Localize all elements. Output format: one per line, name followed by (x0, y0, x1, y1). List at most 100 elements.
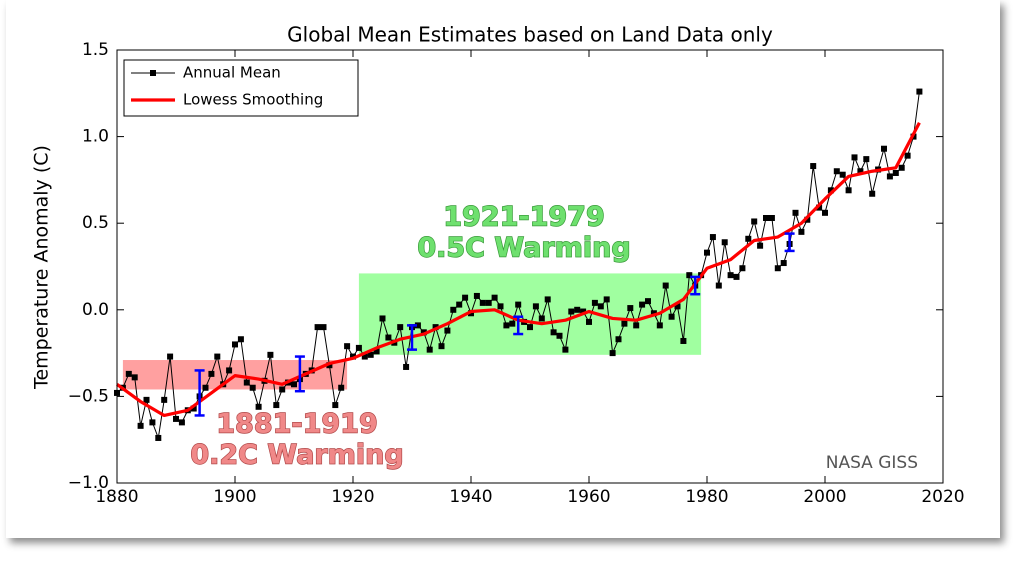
marker (780, 260, 787, 267)
marker (650, 310, 657, 317)
marker (727, 272, 734, 279)
marker (414, 322, 421, 329)
marker (550, 329, 557, 336)
marker (403, 363, 410, 370)
marker (804, 216, 811, 223)
marker (320, 324, 327, 331)
marker (751, 218, 758, 225)
marker (674, 303, 681, 310)
marker (273, 402, 280, 409)
marker (763, 215, 769, 222)
marker (538, 315, 545, 322)
marker (332, 402, 339, 409)
marker (338, 384, 345, 391)
marker (792, 209, 799, 216)
marker (580, 308, 587, 315)
chart-title: Global Mean Estimates based on Land Data… (287, 23, 773, 47)
marker (149, 419, 156, 426)
marker (597, 303, 604, 310)
marker (167, 353, 174, 360)
marker (515, 301, 522, 308)
source-note: NASA GISS (826, 453, 918, 473)
marker (426, 346, 433, 353)
legend-box (123, 59, 359, 117)
region-label: 1921-1979 (443, 202, 605, 233)
marker (745, 235, 752, 242)
marker (291, 381, 297, 388)
error-bar (407, 324, 417, 351)
marker (344, 343, 351, 350)
marker (609, 350, 616, 357)
marker (473, 292, 480, 299)
marker (774, 265, 781, 272)
marker (267, 351, 274, 358)
y-tick-label: 1.0 (82, 127, 109, 147)
marker (155, 434, 162, 441)
marker (574, 306, 581, 313)
marker (851, 154, 858, 161)
y-tick-label: 0.0 (82, 300, 109, 320)
marker (462, 294, 469, 301)
marker (527, 324, 533, 331)
marker (704, 249, 710, 256)
marker (562, 346, 569, 353)
marker (668, 313, 675, 320)
error-bar (784, 232, 795, 253)
marker (680, 337, 687, 344)
y-tick-label: 1.5 (82, 40, 109, 60)
marker (615, 336, 622, 343)
marker (857, 168, 864, 175)
marker (373, 348, 380, 355)
marker (715, 282, 722, 289)
marker (603, 296, 610, 303)
shaded-region (358, 273, 702, 355)
marker (379, 315, 386, 322)
marker (822, 209, 828, 216)
marker (845, 187, 852, 194)
marker (709, 234, 716, 241)
error-bar (690, 275, 701, 296)
marker (479, 299, 486, 306)
marker (190, 405, 197, 412)
marker (237, 336, 244, 343)
marker (509, 320, 516, 327)
marker (232, 341, 238, 348)
y-tick-label: 0.5 (82, 213, 109, 233)
region-label: 1881-1919 (216, 409, 378, 440)
x-tick-label: 2000 (803, 487, 846, 507)
marker (645, 298, 651, 305)
marker (568, 308, 575, 315)
marker (485, 299, 492, 306)
marker (757, 242, 764, 249)
y-tick-label: −0.5 (68, 386, 109, 406)
marker (739, 265, 746, 272)
marker (450, 306, 457, 313)
x-tick-label: 1920 (331, 487, 374, 507)
marker (881, 145, 887, 152)
marker (586, 318, 592, 325)
marker (869, 190, 876, 197)
marker (137, 422, 144, 429)
marker (279, 386, 286, 393)
marker (556, 332, 563, 339)
legend-label: Annual Mean (183, 64, 281, 82)
legend-marker (150, 70, 156, 76)
marker (125, 370, 132, 377)
y-tick-label: −1.0 (68, 473, 109, 493)
error-bar (294, 355, 305, 393)
marker (497, 303, 504, 310)
axes-frame (116, 49, 944, 484)
marker (243, 379, 250, 386)
marker (721, 239, 728, 246)
x-tick-label: 1940 (449, 487, 492, 507)
marker (503, 322, 510, 329)
y-axis-label: Temperature Anomaly (C) (31, 145, 53, 390)
error-bar (194, 369, 205, 417)
region-label: 0.5C Warming (417, 233, 630, 264)
marker (385, 334, 392, 341)
marker (178, 419, 185, 426)
marker (816, 204, 823, 211)
marker (355, 344, 362, 351)
